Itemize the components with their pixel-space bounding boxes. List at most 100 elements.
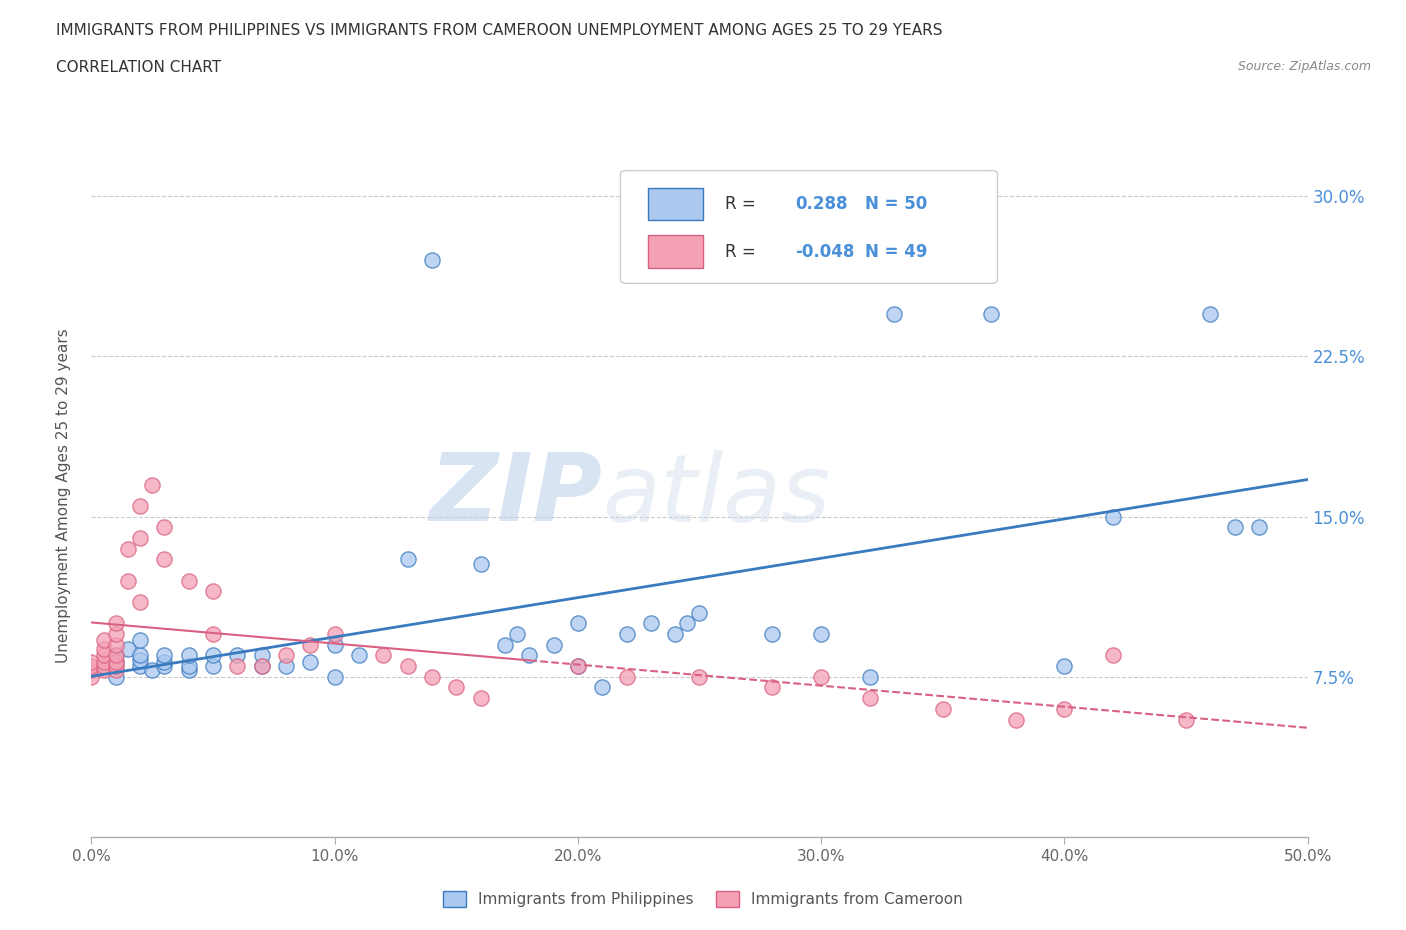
- Point: [80, 658, 103, 673]
- Point: [470, 556, 492, 571]
- Point: [567, 658, 589, 673]
- Point: [616, 627, 638, 642]
- Text: atlas: atlas: [602, 450, 831, 540]
- Point: [153, 655, 176, 670]
- Point: [1053, 701, 1076, 716]
- Point: [761, 627, 783, 642]
- Point: [104, 648, 127, 663]
- Point: [396, 551, 419, 566]
- Text: IMMIGRANTS FROM PHILIPPINES VS IMMIGRANTS FROM CAMEROON UNEMPLOYMENT AMONG AGES : IMMIGRANTS FROM PHILIPPINES VS IMMIGRANT…: [56, 23, 943, 38]
- Point: [396, 658, 419, 673]
- Point: [323, 670, 346, 684]
- Point: [80, 663, 103, 678]
- Point: [129, 658, 152, 673]
- Point: [93, 633, 115, 648]
- Point: [129, 498, 152, 513]
- Point: [80, 670, 103, 684]
- Text: R =: R =: [725, 195, 756, 213]
- Text: 0.288: 0.288: [796, 195, 848, 213]
- Point: [373, 648, 395, 663]
- Point: [117, 642, 139, 657]
- Point: [104, 616, 127, 631]
- Legend: Immigrants from Philippines, Immigrants from Cameroon: Immigrants from Philippines, Immigrants …: [437, 884, 969, 913]
- Point: [104, 627, 127, 642]
- FancyBboxPatch shape: [620, 170, 997, 284]
- Point: [883, 306, 905, 321]
- Point: [129, 652, 152, 667]
- Point: [129, 594, 152, 609]
- Point: [80, 655, 103, 670]
- Point: [761, 680, 783, 695]
- Point: [543, 637, 565, 652]
- Point: [1223, 520, 1246, 535]
- Point: [444, 680, 467, 695]
- Point: [688, 670, 710, 684]
- Point: [104, 655, 127, 670]
- Point: [980, 306, 1002, 321]
- Point: [274, 648, 297, 663]
- Point: [517, 648, 540, 663]
- Point: [810, 627, 832, 642]
- Point: [420, 253, 443, 268]
- Point: [104, 648, 127, 663]
- Point: [1199, 306, 1222, 321]
- Point: [250, 658, 273, 673]
- Point: [567, 616, 589, 631]
- Point: [323, 637, 346, 652]
- Point: [129, 530, 152, 545]
- Point: [299, 655, 322, 670]
- Point: [141, 663, 163, 678]
- Point: [117, 541, 139, 556]
- Point: [202, 584, 225, 599]
- Text: N = 49: N = 49: [865, 243, 928, 261]
- Point: [93, 663, 115, 678]
- Point: [202, 648, 225, 663]
- Point: [859, 691, 882, 706]
- Point: [688, 605, 710, 620]
- Text: R =: R =: [725, 243, 756, 261]
- Point: [676, 616, 699, 631]
- Bar: [648, 188, 703, 220]
- Point: [177, 663, 200, 678]
- Bar: [648, 235, 703, 268]
- Point: [494, 637, 516, 652]
- Point: [226, 658, 249, 673]
- Point: [323, 627, 346, 642]
- Point: [104, 670, 127, 684]
- Point: [250, 648, 273, 663]
- Point: [347, 648, 370, 663]
- Text: CORRELATION CHART: CORRELATION CHART: [56, 60, 221, 75]
- Point: [117, 573, 139, 588]
- Point: [104, 655, 127, 670]
- Point: [506, 627, 529, 642]
- Point: [129, 633, 152, 648]
- Point: [104, 663, 127, 678]
- Point: [1102, 648, 1125, 663]
- Point: [202, 627, 225, 642]
- Text: N = 50: N = 50: [865, 195, 927, 213]
- Point: [299, 637, 322, 652]
- Point: [177, 658, 200, 673]
- Point: [1004, 712, 1026, 727]
- Point: [470, 691, 492, 706]
- Point: [931, 701, 953, 716]
- Text: ZIP: ZIP: [429, 449, 602, 541]
- Point: [616, 670, 638, 684]
- Point: [93, 648, 115, 663]
- Point: [591, 680, 613, 695]
- Point: [153, 551, 176, 566]
- Point: [640, 616, 662, 631]
- Y-axis label: Unemployment Among Ages 25 to 29 years: Unemployment Among Ages 25 to 29 years: [56, 328, 70, 662]
- Point: [141, 477, 163, 492]
- Point: [104, 637, 127, 652]
- Point: [202, 658, 225, 673]
- Point: [93, 642, 115, 657]
- Point: [567, 658, 589, 673]
- Point: [420, 670, 443, 684]
- Point: [226, 648, 249, 663]
- Point: [1247, 520, 1270, 535]
- Point: [153, 658, 176, 673]
- Point: [153, 648, 176, 663]
- Point: [177, 648, 200, 663]
- Point: [177, 573, 200, 588]
